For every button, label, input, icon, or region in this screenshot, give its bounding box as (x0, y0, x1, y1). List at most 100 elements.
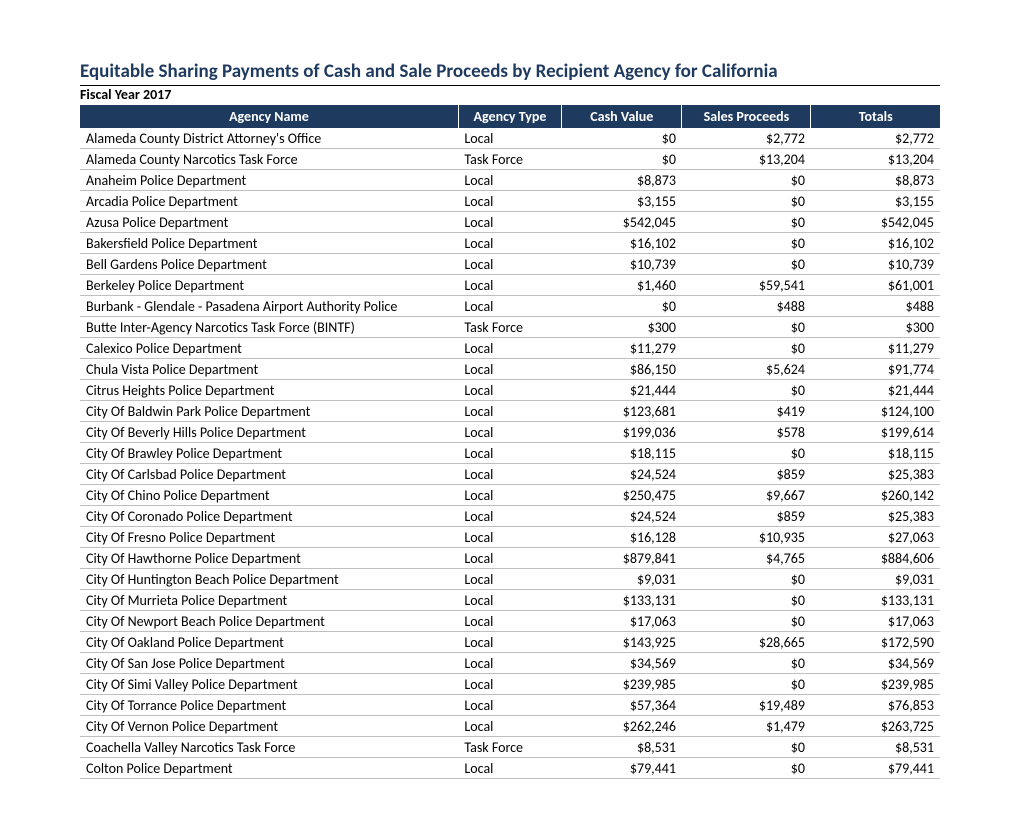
cell-cash-value: $16,102 (562, 233, 682, 254)
table-row: City Of Brawley Police DepartmentLocal$1… (80, 443, 940, 464)
cell-agency-name: Alameda County District Attorney's Offic… (80, 128, 458, 149)
cell-sales-proceeds: $0 (682, 233, 811, 254)
cell-totals: $2,772 (811, 128, 940, 149)
cell-agency-name: Azusa Police Department (80, 212, 458, 233)
cell-cash-value: $86,150 (562, 359, 682, 380)
cell-agency-type: Local (458, 212, 561, 233)
cell-agency-type: Local (458, 716, 561, 737)
table-row: Alameda County District Attorney's Offic… (80, 128, 940, 149)
cell-agency-name: Burbank - Glendale - Pasadena Airport Au… (80, 296, 458, 317)
cell-agency-name: City Of Fresno Police Department (80, 527, 458, 548)
cell-totals: $34,569 (811, 653, 940, 674)
cell-agency-type: Local (458, 296, 561, 317)
cell-agency-type: Local (458, 254, 561, 275)
cell-agency-type: Local (458, 464, 561, 485)
table-row: Coachella Valley Narcotics Task ForceTas… (80, 737, 940, 758)
table-row: Berkeley Police DepartmentLocal$1,460$59… (80, 275, 940, 296)
cell-cash-value: $24,524 (562, 464, 682, 485)
cell-agency-name: Alameda County Narcotics Task Force (80, 149, 458, 170)
table-row: City Of Chino Police DepartmentLocal$250… (80, 485, 940, 506)
cell-cash-value: $239,985 (562, 674, 682, 695)
cell-cash-value: $11,279 (562, 338, 682, 359)
col-header-sales: Sales Proceeds (682, 105, 811, 128)
cell-agency-type: Local (458, 485, 561, 506)
cell-cash-value: $0 (562, 149, 682, 170)
cell-cash-value: $3,155 (562, 191, 682, 212)
cell-totals: $13,204 (811, 149, 940, 170)
cell-cash-value: $8,531 (562, 737, 682, 758)
cell-agency-type: Local (458, 569, 561, 590)
cell-totals: $172,590 (811, 632, 940, 653)
cell-totals: $76,853 (811, 695, 940, 716)
cell-totals: $884,606 (811, 548, 940, 569)
cell-agency-name: Colton Police Department (80, 758, 458, 779)
cell-agency-type: Local (458, 401, 561, 422)
cell-agency-name: City Of Chino Police Department (80, 485, 458, 506)
cell-totals: $61,001 (811, 275, 940, 296)
cell-agency-type: Local (458, 674, 561, 695)
cell-sales-proceeds: $5,624 (682, 359, 811, 380)
cell-sales-proceeds: $0 (682, 590, 811, 611)
cell-totals: $9,031 (811, 569, 940, 590)
cell-agency-type: Task Force (458, 737, 561, 758)
cell-cash-value: $262,246 (562, 716, 682, 737)
table-row: Citrus Heights Police DepartmentLocal$21… (80, 380, 940, 401)
cell-agency-name: City Of Beverly Hills Police Department (80, 422, 458, 443)
cell-totals: $260,142 (811, 485, 940, 506)
cell-cash-value: $300 (562, 317, 682, 338)
cell-totals: $10,739 (811, 254, 940, 275)
cell-cash-value: $8,873 (562, 170, 682, 191)
table-row: Anaheim Police DepartmentLocal$8,873$0$8… (80, 170, 940, 191)
cell-agency-type: Local (458, 758, 561, 779)
cell-totals: $263,725 (811, 716, 940, 737)
cell-agency-type: Local (458, 380, 561, 401)
cell-agency-name: Bakersfield Police Department (80, 233, 458, 254)
cell-agency-type: Local (458, 275, 561, 296)
cell-sales-proceeds: $4,765 (682, 548, 811, 569)
cell-agency-name: City Of San Jose Police Department (80, 653, 458, 674)
cell-sales-proceeds: $0 (682, 170, 811, 191)
cell-agency-name: City Of Huntington Beach Police Departme… (80, 569, 458, 590)
cell-agency-name: City Of Carlsbad Police Department (80, 464, 458, 485)
cell-totals: $239,985 (811, 674, 940, 695)
cell-sales-proceeds: $419 (682, 401, 811, 422)
cell-sales-proceeds: $0 (682, 443, 811, 464)
cell-agency-name: Bell Gardens Police Department (80, 254, 458, 275)
cell-sales-proceeds: $0 (682, 611, 811, 632)
table-row: Butte Inter-Agency Narcotics Task Force … (80, 317, 940, 338)
cell-agency-name: City Of Brawley Police Department (80, 443, 458, 464)
table-row: Azusa Police DepartmentLocal$542,045$0$5… (80, 212, 940, 233)
cell-sales-proceeds: $578 (682, 422, 811, 443)
payments-table: Agency Name Agency Type Cash Value Sales… (80, 105, 940, 779)
cell-cash-value: $133,131 (562, 590, 682, 611)
cell-totals: $25,383 (811, 464, 940, 485)
table-row: City Of San Jose Police DepartmentLocal$… (80, 653, 940, 674)
table-row: City Of Murrieta Police DepartmentLocal$… (80, 590, 940, 611)
cell-agency-type: Task Force (458, 149, 561, 170)
cell-totals: $11,279 (811, 338, 940, 359)
cell-agency-name: Berkeley Police Department (80, 275, 458, 296)
cell-totals: $542,045 (811, 212, 940, 233)
cell-sales-proceeds: $0 (682, 569, 811, 590)
cell-cash-value: $21,444 (562, 380, 682, 401)
cell-agency-type: Local (458, 443, 561, 464)
cell-sales-proceeds: $0 (682, 317, 811, 338)
cell-cash-value: $10,739 (562, 254, 682, 275)
table-row: Calexico Police DepartmentLocal$11,279$0… (80, 338, 940, 359)
table-row: City Of Simi Valley Police DepartmentLoc… (80, 674, 940, 695)
col-header-type: Agency Type (458, 105, 561, 128)
cell-sales-proceeds: $28,665 (682, 632, 811, 653)
cell-cash-value: $1,460 (562, 275, 682, 296)
page-title: Equitable Sharing Payments of Cash and S… (80, 60, 940, 83)
cell-agency-name: Anaheim Police Department (80, 170, 458, 191)
cell-totals: $17,063 (811, 611, 940, 632)
table-row: Arcadia Police DepartmentLocal$3,155$0$3… (80, 191, 940, 212)
cell-agency-type: Task Force (458, 317, 561, 338)
cell-agency-name: Arcadia Police Department (80, 191, 458, 212)
cell-agency-type: Local (458, 548, 561, 569)
cell-totals: $199,614 (811, 422, 940, 443)
cell-totals: $8,531 (811, 737, 940, 758)
cell-cash-value: $9,031 (562, 569, 682, 590)
cell-agency-type: Local (458, 611, 561, 632)
cell-agency-name: City Of Torrance Police Department (80, 695, 458, 716)
